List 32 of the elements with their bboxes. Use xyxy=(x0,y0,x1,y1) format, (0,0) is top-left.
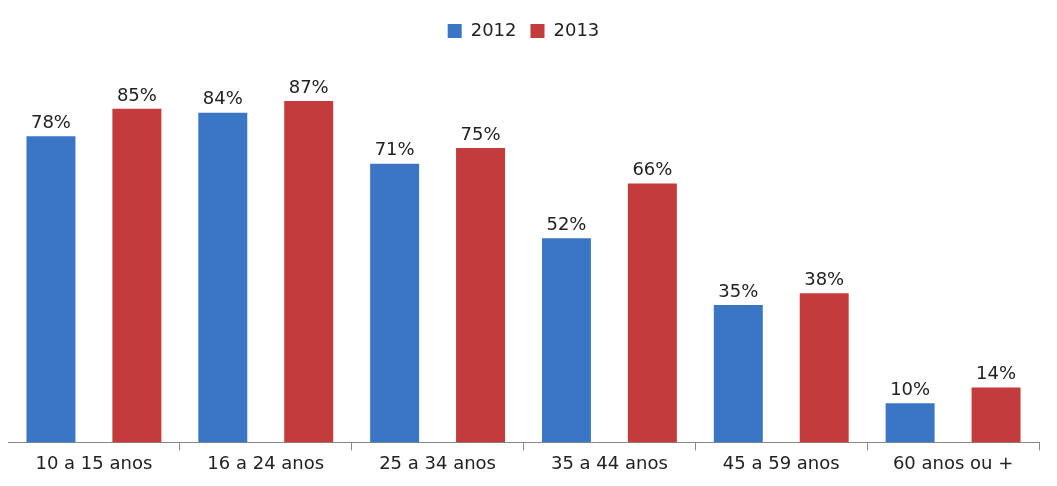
data-label: 78% xyxy=(30,111,71,132)
bar xyxy=(284,101,334,443)
bar xyxy=(627,183,677,443)
data-label: 14% xyxy=(976,362,1017,384)
bar xyxy=(885,403,935,443)
data-label: 71% xyxy=(374,138,415,160)
bar xyxy=(541,238,591,443)
data-label: 38% xyxy=(804,267,845,289)
data-label: 85% xyxy=(116,83,157,105)
bar xyxy=(112,108,162,443)
legend-label: 2012 xyxy=(470,18,517,40)
x-tick-label: 35 a 44 anos xyxy=(550,451,668,473)
data-label: 84% xyxy=(202,87,243,109)
data-label: 35% xyxy=(718,279,759,301)
legend-label: 2013 xyxy=(553,18,600,40)
bar xyxy=(198,112,248,443)
data-label: 10% xyxy=(890,377,931,399)
x-tick-label: 10 a 15 anos xyxy=(35,451,153,473)
x-tick-label: 45 a 59 anos xyxy=(722,451,840,473)
x-tick-label: 25 a 34 anos xyxy=(379,451,497,473)
bar xyxy=(971,387,1021,443)
bar xyxy=(370,163,420,443)
data-label: 87% xyxy=(288,75,329,97)
bar xyxy=(799,293,849,443)
bar xyxy=(26,136,76,443)
data-label: 66% xyxy=(632,158,673,180)
data-label: 75% xyxy=(460,122,501,144)
x-tick-label: 60 anos ou + xyxy=(892,451,1014,473)
data-label: 52% xyxy=(546,213,587,235)
bar xyxy=(456,148,506,443)
bar xyxy=(713,305,763,443)
x-tick-label: 16 a 24 anos xyxy=(207,451,325,473)
